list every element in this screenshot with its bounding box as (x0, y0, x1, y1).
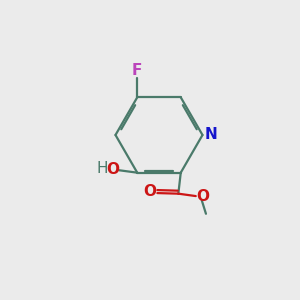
Text: H: H (96, 161, 108, 176)
Text: O: O (106, 162, 119, 177)
Text: N: N (205, 127, 217, 142)
Text: O: O (143, 184, 156, 199)
Text: O: O (196, 189, 209, 204)
Text: F: F (132, 63, 142, 78)
